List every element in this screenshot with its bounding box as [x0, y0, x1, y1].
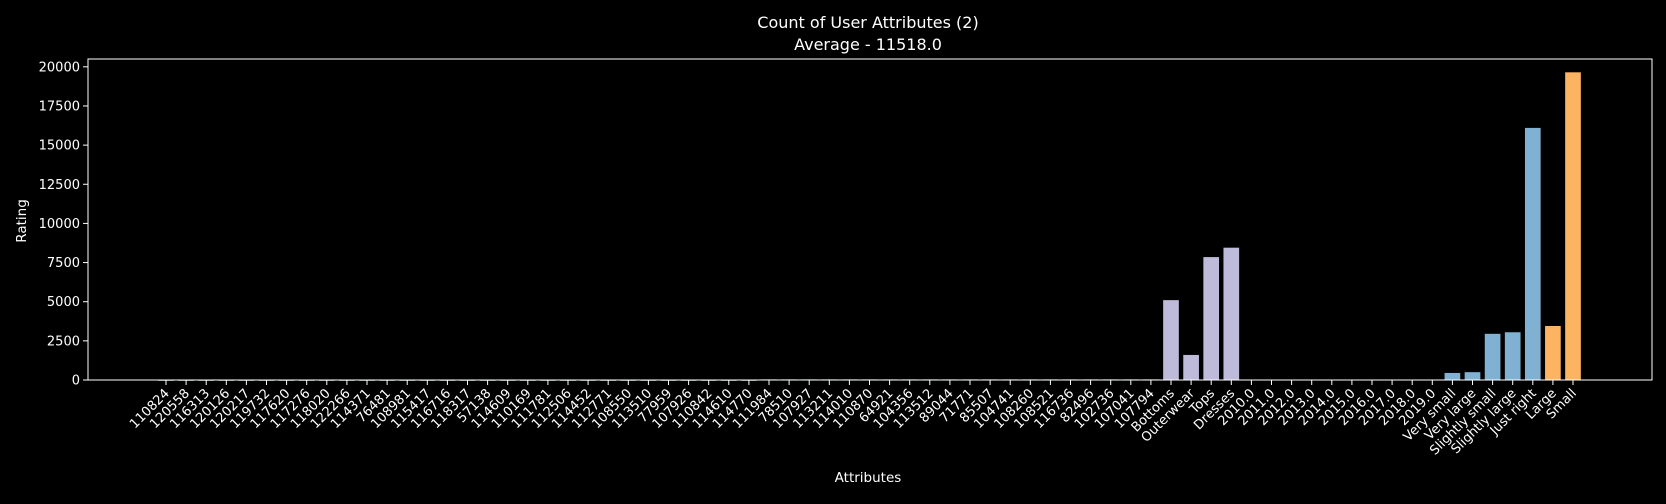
y-tick-label: 2500 [47, 334, 80, 349]
bar [1203, 257, 1220, 380]
y-tick-label: 17500 [39, 99, 80, 114]
x-axis-label: Attributes [835, 470, 902, 486]
y-axis: 0 2500 5000 7500 10000 12500 15000 17500 20000 [39, 60, 88, 389]
y-tick-label: 10000 [39, 217, 80, 232]
bar [1464, 372, 1481, 380]
plot-frame [87, 58, 1653, 381]
y-tick-label: 15000 [39, 139, 80, 154]
bar [1223, 247, 1240, 380]
chart-title: Count of User Attributes (2) [757, 13, 978, 32]
y-tick-label: 5000 [47, 295, 80, 310]
y-tick-label: 7500 [47, 256, 80, 271]
chart-subtitle: Average - 11518.0 [794, 35, 942, 54]
bar [1163, 300, 1179, 380]
bar [1545, 325, 1561, 380]
bar [1183, 354, 1199, 380]
y-axis-label: Rating [14, 199, 30, 243]
bars-group [158, 72, 1581, 381]
y-tick-label: 20000 [39, 60, 80, 75]
x-axis: 1108241205581163131201261202171197321176… [127, 380, 1580, 458]
y-tick-label: 0 [72, 374, 80, 389]
bar [1504, 332, 1521, 380]
bar [1565, 72, 1581, 380]
bar [1484, 333, 1501, 380]
bar [1524, 127, 1541, 381]
bar [1444, 372, 1461, 380]
y-tick-label: 12500 [39, 178, 80, 193]
